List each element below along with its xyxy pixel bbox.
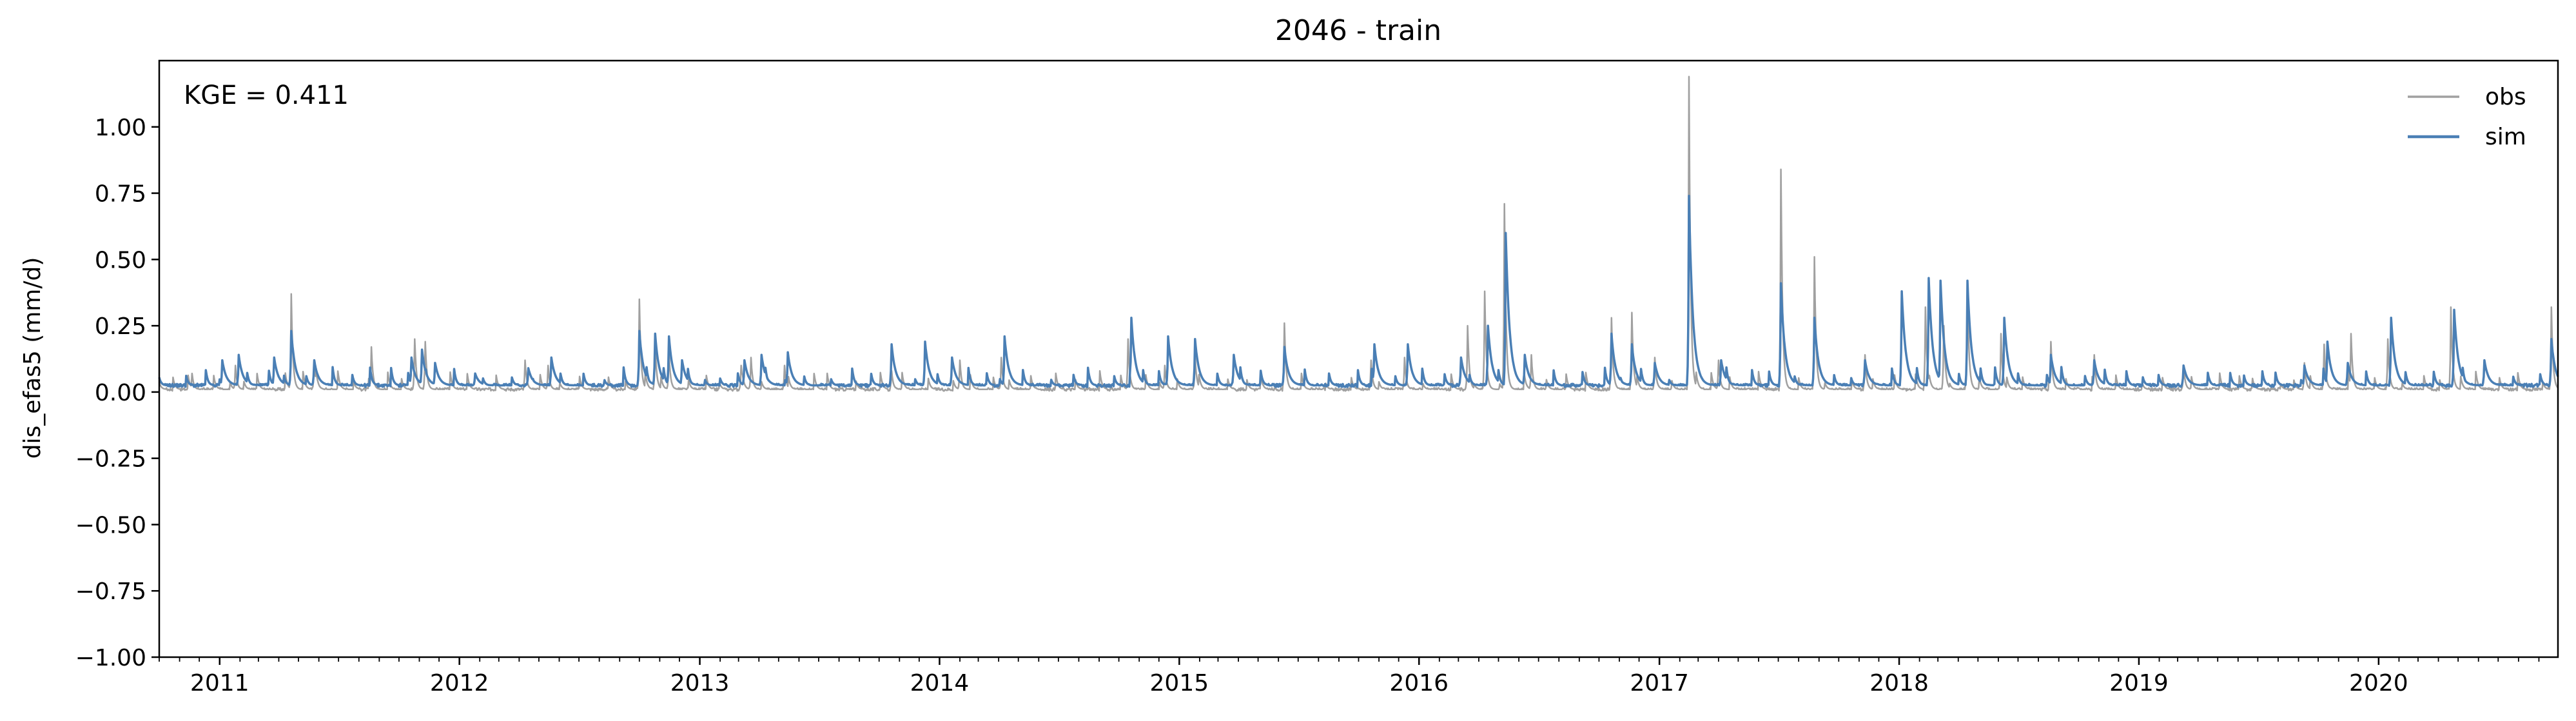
x-tick-label: 2015 xyxy=(1150,670,1209,696)
legend-label-sim: sim xyxy=(2485,124,2526,150)
x-tick-label: 2016 xyxy=(1389,670,1449,696)
y-tick-label: −0.25 xyxy=(75,446,146,473)
legend-label-obs: obs xyxy=(2485,84,2526,110)
x-tick-label: 2020 xyxy=(2349,670,2408,696)
y-tick-label: −0.75 xyxy=(75,578,146,605)
x-tick-label: 2017 xyxy=(1630,670,1689,696)
kge-annotation: KGE = 0.411 xyxy=(184,81,349,110)
x-tick-label: 2019 xyxy=(2109,670,2169,696)
y-axis: 1.00 0.75 0.50 0.25 0.00 −0.25 −0.50 −0.75 −1.00 xyxy=(75,115,159,671)
x-axis: 2011 2012 2013 2014 2015 2016 2017 2018 2019 2020 xyxy=(159,657,2540,696)
y-tick-label: 1.00 xyxy=(95,115,146,141)
chart-title: 2046 - train xyxy=(1275,14,1441,47)
plot-frame xyxy=(158,59,2559,658)
y-tick-label: 0.50 xyxy=(95,247,146,273)
series-line-obs xyxy=(158,75,2559,392)
x-tick-label: 2012 xyxy=(430,670,489,696)
y-tick-label: 0.25 xyxy=(95,313,146,340)
y-tick-label: −0.50 xyxy=(75,512,146,538)
y-tick-label: 0.00 xyxy=(95,380,146,406)
x-tick-label: 2013 xyxy=(670,670,730,696)
y-axis-label: dis_efas5 (mm/d) xyxy=(19,257,46,459)
series-line-sim xyxy=(158,194,2559,388)
y-tick-label: 0.75 xyxy=(95,181,146,208)
plot-lines xyxy=(158,75,2559,392)
x-tick-label: 2011 xyxy=(190,670,249,696)
x-tick-label: 2018 xyxy=(1869,670,1929,696)
x-tick-label: 2014 xyxy=(910,670,970,696)
y-tick-label: −1.00 xyxy=(75,645,146,671)
legend: obs sim xyxy=(2408,84,2526,150)
